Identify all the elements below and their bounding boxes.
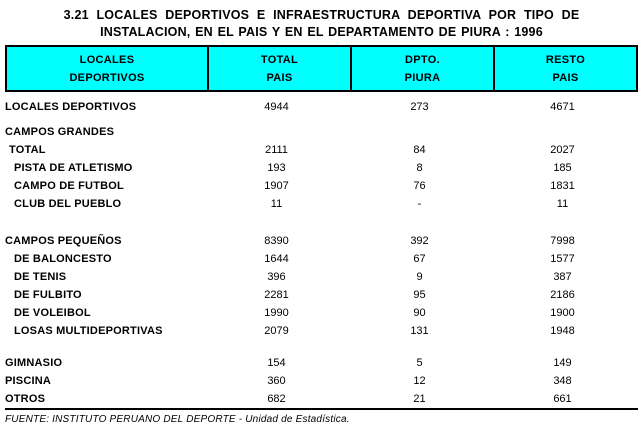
cell-resto-pais: 2027 bbox=[550, 144, 575, 156]
cell-resto-pais: 1900 bbox=[550, 307, 575, 319]
cell-resto-pais: 1948 bbox=[550, 325, 575, 337]
row-label: CAMPOS GRANDES bbox=[5, 126, 115, 138]
header-cell-locales-deportivos: LOCALES DEPORTIVOS bbox=[7, 47, 207, 90]
cell-total-pais: 2281 bbox=[264, 289, 289, 301]
header-label: RESTO bbox=[545, 54, 586, 66]
row-label: CAMPOS PEQUEÑOS bbox=[5, 235, 122, 247]
title-line-2: INSTALACION, EN EL PAIS Y EN EL DEPARTAM… bbox=[100, 25, 543, 39]
row-label: LOSAS MULTIDEPORTIVAS bbox=[14, 325, 163, 337]
cell-resto-pais: 348 bbox=[553, 375, 572, 387]
row-label: DE BALONCESTO bbox=[14, 253, 112, 265]
header-label: PAIS bbox=[266, 72, 293, 84]
cell-total-pais: 396 bbox=[267, 271, 286, 283]
cell-total-pais: 1644 bbox=[264, 253, 289, 265]
cell-dpto-piura: 12 bbox=[413, 375, 426, 387]
cell-resto-pais: 149 bbox=[553, 357, 572, 369]
header-label: DEPORTIVOS bbox=[69, 72, 145, 84]
row-label: GIMNASIO bbox=[5, 357, 63, 369]
cell-resto-pais: 661 bbox=[553, 393, 572, 405]
cell-total-pais: 682 bbox=[267, 393, 286, 405]
table-row: TOTAL 2111 84 2027 bbox=[5, 141, 638, 159]
table-header: LOCALES DEPORTIVOS TOTAL PAIS DPTO. PIUR… bbox=[5, 45, 638, 92]
footer-divider bbox=[5, 408, 638, 410]
table-row: LOCALES DEPORTIVOS 4944 273 4671 bbox=[5, 98, 638, 116]
table-row: CAMPOS PEQUEÑOS 8390 392 7998 bbox=[5, 232, 638, 250]
table-row: DE VOLEIBOL 1990 90 1900 bbox=[5, 304, 638, 322]
cell-total-pais: 11 bbox=[270, 198, 283, 210]
table-row: OTROS 682 21 661 bbox=[5, 390, 638, 408]
cell-resto-pais: 11 bbox=[556, 198, 569, 210]
row-label: DE VOLEIBOL bbox=[14, 307, 91, 319]
cell-total-pais: 2111 bbox=[265, 144, 288, 156]
cell-resto-pais: 1577 bbox=[550, 253, 575, 265]
cell-resto-pais: 1831 bbox=[550, 180, 575, 192]
row-gap bbox=[5, 116, 638, 123]
header-cell-dpto-piura: DPTO. PIURA bbox=[350, 47, 493, 90]
cell-total-pais: 193 bbox=[267, 162, 286, 174]
row-gap bbox=[5, 340, 638, 354]
row-label: CLUB DEL PUEBLO bbox=[14, 198, 122, 210]
row-label: OTROS bbox=[5, 393, 46, 405]
cell-dpto-piura: 8 bbox=[416, 162, 423, 174]
cell-dpto-piura: 84 bbox=[413, 144, 426, 156]
header-label: LOCALES bbox=[79, 54, 135, 66]
cell-dpto-piura: 67 bbox=[413, 253, 426, 265]
header-label: PAIS bbox=[552, 72, 579, 84]
row-label: DE FULBITO bbox=[14, 289, 82, 301]
row-label: LOCALES DEPORTIVOS bbox=[5, 101, 137, 113]
row-label: TOTAL bbox=[9, 144, 46, 156]
page-title: 3.21 LOCALES DEPORTIVOS E INFRAESTRUCTUR… bbox=[0, 0, 643, 39]
cell-total-pais: 360 bbox=[267, 375, 286, 387]
row-label: DE TENIS bbox=[14, 271, 67, 283]
cell-dpto-piura: 90 bbox=[413, 307, 426, 319]
cell-dpto-piura: 131 bbox=[410, 325, 429, 337]
cell-total-pais: 2079 bbox=[264, 325, 289, 337]
cell-total-pais: 4944 bbox=[264, 101, 289, 113]
header-label: TOTAL bbox=[260, 54, 299, 66]
cell-total-pais: 1990 bbox=[264, 307, 289, 319]
table-row: GIMNASIO 154 5 149 bbox=[5, 354, 638, 372]
header-cell-resto-pais: RESTO PAIS bbox=[493, 47, 636, 90]
table-body: LOCALES DEPORTIVOS 4944 273 4671 CAMPOS … bbox=[5, 98, 638, 408]
row-label: PISTA DE ATLETISMO bbox=[14, 162, 133, 174]
cell-resto-pais: 2186 bbox=[550, 289, 575, 301]
title-line-1: 3.21 LOCALES DEPORTIVOS E INFRAESTRUCTUR… bbox=[63, 8, 580, 22]
cell-total-pais: 154 bbox=[267, 357, 286, 369]
table-row: CAMPOS GRANDES bbox=[5, 123, 638, 141]
row-gap bbox=[5, 213, 638, 232]
cell-resto-pais: 185 bbox=[553, 162, 572, 174]
table-row: DE FULBITO 2281 95 2186 bbox=[5, 286, 638, 304]
header-label: DPTO. bbox=[405, 54, 440, 66]
cell-dpto-piura: 76 bbox=[413, 180, 426, 192]
cell-resto-pais: 387 bbox=[553, 271, 572, 283]
row-label: PISCINA bbox=[5, 375, 52, 387]
table-row: DE TENIS 396 9 387 bbox=[5, 268, 638, 286]
header-cell-total-pais: TOTAL PAIS bbox=[207, 47, 350, 90]
table-row: PISCINA 360 12 348 bbox=[5, 372, 638, 390]
source-note: FUENTE: INSTITUTO PERUANO DEL DEPORTE - … bbox=[5, 414, 350, 425]
cell-total-pais: 1907 bbox=[264, 180, 289, 192]
table-row: CAMPO DE FUTBOL 1907 76 1831 bbox=[5, 177, 638, 195]
cell-dpto-piura: 5 bbox=[416, 357, 423, 369]
cell-dpto-piura: 9 bbox=[416, 271, 423, 283]
cell-dpto-piura: - bbox=[417, 198, 422, 210]
cell-resto-pais: 4671 bbox=[550, 101, 575, 113]
table-row: LOSAS MULTIDEPORTIVAS 2079 131 1948 bbox=[5, 322, 638, 340]
cell-dpto-piura: 21 bbox=[413, 393, 426, 405]
cell-dpto-piura: 273 bbox=[410, 101, 429, 113]
cell-dpto-piura: 392 bbox=[410, 235, 429, 247]
cell-total-pais: 8390 bbox=[264, 235, 289, 247]
table-row: DE BALONCESTO 1644 67 1577 bbox=[5, 250, 638, 268]
cell-resto-pais: 7998 bbox=[550, 235, 575, 247]
cell-dpto-piura: 95 bbox=[413, 289, 426, 301]
row-label: CAMPO DE FUTBOL bbox=[14, 180, 124, 192]
header-label: PIURA bbox=[404, 72, 441, 84]
table-row: CLUB DEL PUEBLO 11 - 11 bbox=[5, 195, 638, 213]
table-row: PISTA DE ATLETISMO 193 8 185 bbox=[5, 159, 638, 177]
